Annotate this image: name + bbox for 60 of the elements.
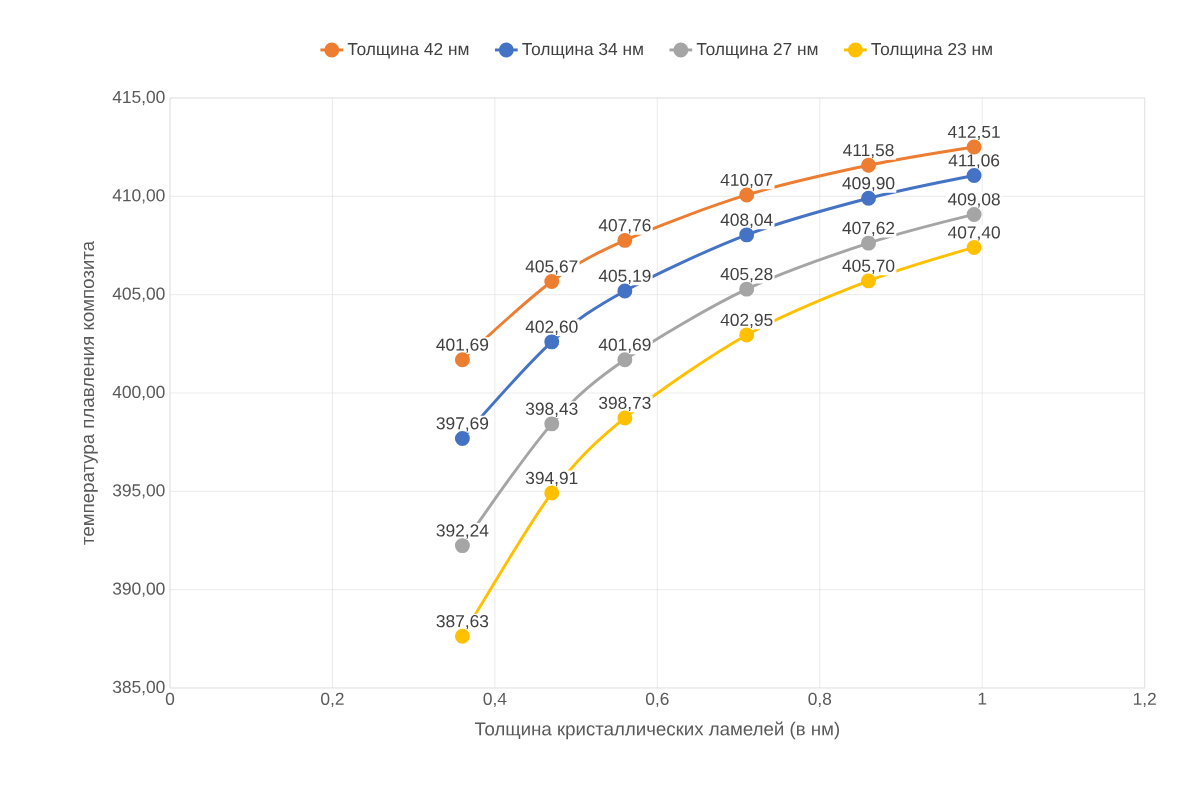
y-tick-label: 405,00 [112,287,165,302]
point [739,327,755,343]
point [617,410,633,426]
data-label: 412,51 [947,125,1000,141]
data-label: 392,24 [436,524,489,539]
x-tick-label: 0,8 [808,692,832,708]
legend-label: Толщина 34 нм [522,42,643,59]
point [966,168,982,183]
data-label: 410,07 [720,173,773,189]
legend-label: Толщина 23 нм [871,42,992,59]
point [544,334,560,350]
data-label: 401,69 [436,338,489,353]
x-tick-label: 0,2 [321,692,344,708]
point [739,227,755,243]
point [861,235,876,251]
y-tick-label: 395,00 [112,484,165,499]
data-label: 407,76 [598,219,651,234]
data-label: 402,60 [525,320,578,335]
legend-label: Толщина 42 нм [347,42,469,59]
data-label: 387,63 [436,615,489,630]
y-tick-label: 390,00 [112,582,165,597]
x-tick-label: 0,4 [483,692,507,708]
data-label: 407,62 [842,221,895,237]
y-tick-label: 415,00 [112,90,165,106]
data-label: 409,90 [842,177,895,192]
legend-label: Толщина 27 нм [696,42,818,59]
data-label: 407,40 [947,226,1000,241]
data-label: 409,08 [947,193,1000,208]
data-label: 401,69 [598,338,651,353]
y-axis-title: температура плавления композита [83,240,98,545]
point [454,538,470,554]
data-label: 405,19 [598,269,651,284]
x-tick-label: 0 [165,692,175,705]
data-label: 408,04 [720,213,773,228]
point [861,273,876,289]
y-tick-label: 410,00 [112,189,165,204]
data-label: 411,06 [948,154,1000,169]
point [544,416,560,432]
x-tick-label: 0,6 [645,692,669,708]
data-label: 398,73 [599,396,651,412]
x-axis-title: Толщина кристаллических ламелей (в нм) [474,721,840,740]
point [739,187,755,203]
y-tick-label: 400,00 [112,385,165,401]
y-tick-label: 385,00 [112,680,165,696]
point [617,283,633,299]
x-tick-label: 1,2 [1133,692,1156,708]
data-label: 398,43 [525,402,578,417]
data-label: 405,67 [525,260,578,275]
data-label: 411,58 [843,143,894,159]
data-label: 402,95 [720,313,773,329]
point [454,352,470,368]
point [617,352,633,368]
point [861,190,876,206]
point [454,628,470,644]
data-label: 405,70 [842,259,895,274]
data-label: 405,28 [720,267,773,283]
point [544,274,560,289]
data-label: 394,91 [525,471,578,487]
x-tick-label: 1 [978,692,987,705]
data-label: 397,69 [436,417,489,432]
